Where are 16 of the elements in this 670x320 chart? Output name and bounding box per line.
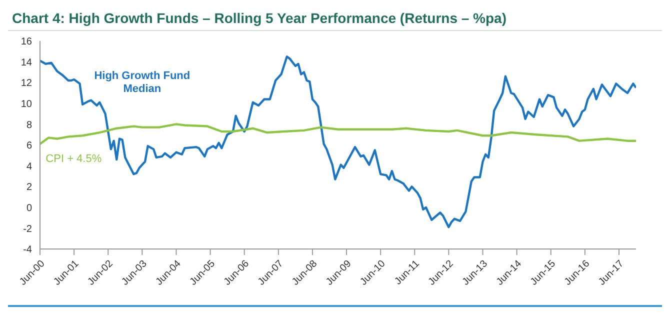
y-tick-label: 4 [26, 161, 32, 172]
y-tick-label: 6 [26, 140, 32, 152]
y-tick-label: -2 [23, 224, 32, 235]
y-tick-label: 16 [20, 36, 32, 48]
line-series [40, 56, 636, 228]
series-label: High Growth Fund Median [93, 70, 192, 96]
y-tick-label: 8 [26, 120, 32, 131]
y-tick-label: -4 [23, 244, 32, 256]
y-tick-label: 12 [20, 78, 32, 90]
y-tick-label: 2 [26, 182, 32, 194]
series-label: CPI + 4.5% [46, 153, 103, 166]
y-tick-label: 14 [20, 57, 32, 68]
line-series [40, 123, 636, 146]
y-tick-label: 10 [20, 98, 32, 110]
y-tick-label: 0 [26, 202, 32, 214]
chart-title: Chart 4: High Growth Funds – Rolling 5 Year Performance (Returns – %pa) [8, 8, 662, 31]
